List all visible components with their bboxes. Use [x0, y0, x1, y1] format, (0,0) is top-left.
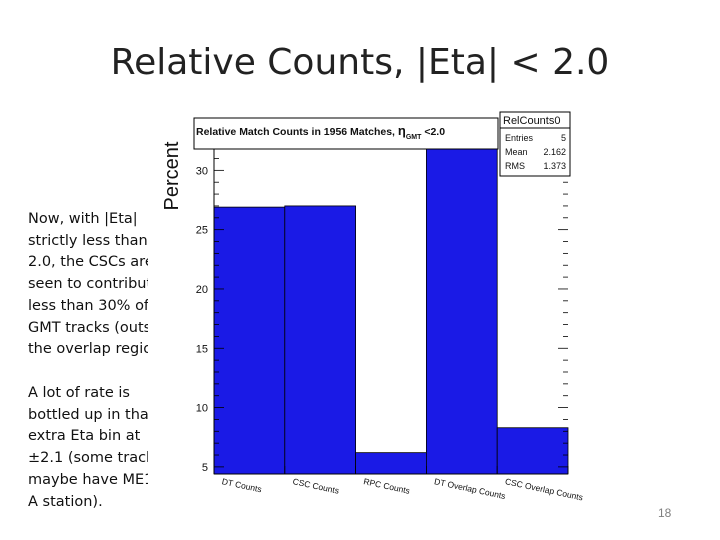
bar-3 [355, 452, 427, 475]
stats-entries-label: Entries [505, 133, 534, 143]
y-tick-label: 15 [196, 343, 208, 355]
description-paragraph-2: A lot of rate is bottled up in that extr… [28, 385, 168, 510]
description-paragraph-1: Now, with |Eta| strictly less than 2.0, … [28, 211, 178, 358]
y-tick-label: 10 [196, 403, 208, 415]
stats-rms-value: 1.373 [543, 161, 566, 171]
y-tick-label: 25 [196, 225, 208, 237]
slide-title: Relative Counts, |Eta| < 2.0 [110, 42, 610, 83]
bar-5 [496, 427, 569, 475]
bar-4 [425, 148, 498, 475]
chart-title-subscript: GMT [406, 134, 422, 141]
svg-text:Relative Match Counts in 1956: Relative Match Counts in 1956 Matches, η… [196, 123, 445, 141]
stats-entries-value: 5 [561, 133, 566, 143]
page-number: 18 [658, 506, 672, 520]
y-tick-label: 5 [202, 462, 208, 474]
y-tick-label: 30 [196, 165, 208, 177]
bar-2 [284, 205, 357, 475]
chart-title-suffix: <2.0 [421, 126, 445, 138]
y-tick-label: 20 [196, 284, 208, 296]
stats-rms-label: RMS [505, 161, 525, 171]
stats-mean-value: 2.162 [543, 147, 566, 157]
stats-box [499, 111, 571, 177]
chart-title-eta: η [398, 123, 406, 138]
bar-1 [213, 206, 286, 475]
chart-title-box [193, 117, 499, 150]
stats-mean-label: Mean [505, 147, 528, 157]
chart-title: Relative Match Counts in 1956 Matches, [196, 126, 398, 138]
stats-name: RelCounts0 [503, 115, 560, 127]
y-axis-label: Percent [161, 141, 183, 210]
